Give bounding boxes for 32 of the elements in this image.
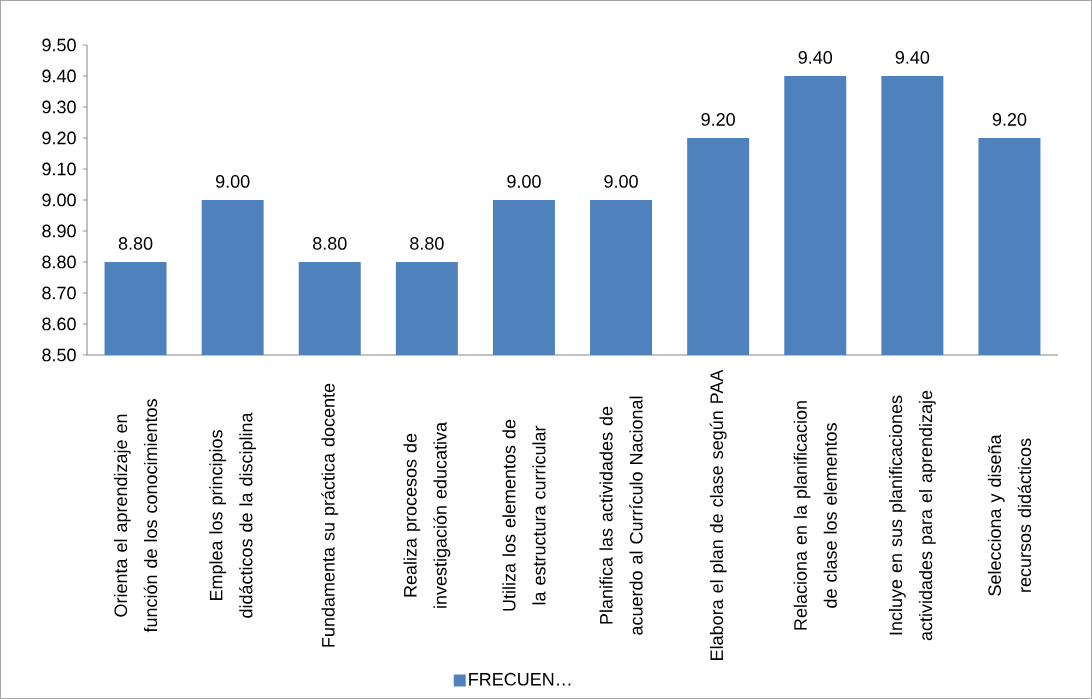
x-tick-label: Realiza procesos de investigación educativa bbox=[403, 421, 451, 608]
data-label: 9.40 bbox=[895, 51, 930, 64]
x-tick-label: Utiliza los elementos de la estructura curricular bbox=[502, 419, 546, 611]
x-tick-label: Incluye en sus planificaciones actividades para el aprendizaje bbox=[888, 390, 936, 641]
data-label: 9.20 bbox=[701, 113, 735, 126]
y-tick-label: 9.20 bbox=[42, 131, 76, 145]
y-tick-label: 9.40 bbox=[42, 69, 76, 83]
y-tick-label: 9.50 bbox=[42, 38, 76, 52]
x-tick-label: Selecciona y diseña recursos didácticos bbox=[987, 434, 1032, 596]
data-label: 8.80 bbox=[313, 237, 347, 250]
x-tick-label: Relaciona en la planificacion de clase los elementos bbox=[793, 401, 837, 630]
legend-label: FRECUEN… bbox=[469, 672, 571, 686]
data-label: 9.20 bbox=[992, 113, 1027, 126]
y-tick-label: 8.60 bbox=[42, 317, 76, 331]
x-tick-label: Fundamenta su práctica docente bbox=[321, 383, 339, 647]
x-tick-label: Orienta el aprendizaje en función de los conocimientos bbox=[113, 399, 158, 633]
y-tick-label: 9.00 bbox=[42, 193, 76, 207]
y-tick-label: 9.30 bbox=[42, 100, 76, 114]
y-tick-label: 8.70 bbox=[42, 286, 76, 300]
data-label: 9.00 bbox=[507, 175, 541, 188]
y-tick-label: 8.80 bbox=[42, 255, 76, 269]
x-tick-label: Elabora el plan de clase según PAA bbox=[709, 369, 727, 660]
y-tick-label: 8.50 bbox=[42, 348, 76, 362]
data-label: 9.00 bbox=[215, 175, 250, 188]
data-label: 8.80 bbox=[410, 237, 444, 250]
data-label: 9.40 bbox=[798, 51, 833, 64]
y-tick-label: 9.10 bbox=[42, 162, 76, 176]
x-tick-label: Planifica las actividades de acuerdo al Currículo Nacional bbox=[599, 396, 643, 635]
x-tick-label: Emplea los principios didácticos de la disciplina bbox=[209, 412, 257, 618]
data-label: 9.00 bbox=[604, 175, 638, 188]
data-label: 8.80 bbox=[118, 237, 153, 250]
y-tick-label: 8.90 bbox=[42, 224, 76, 238]
